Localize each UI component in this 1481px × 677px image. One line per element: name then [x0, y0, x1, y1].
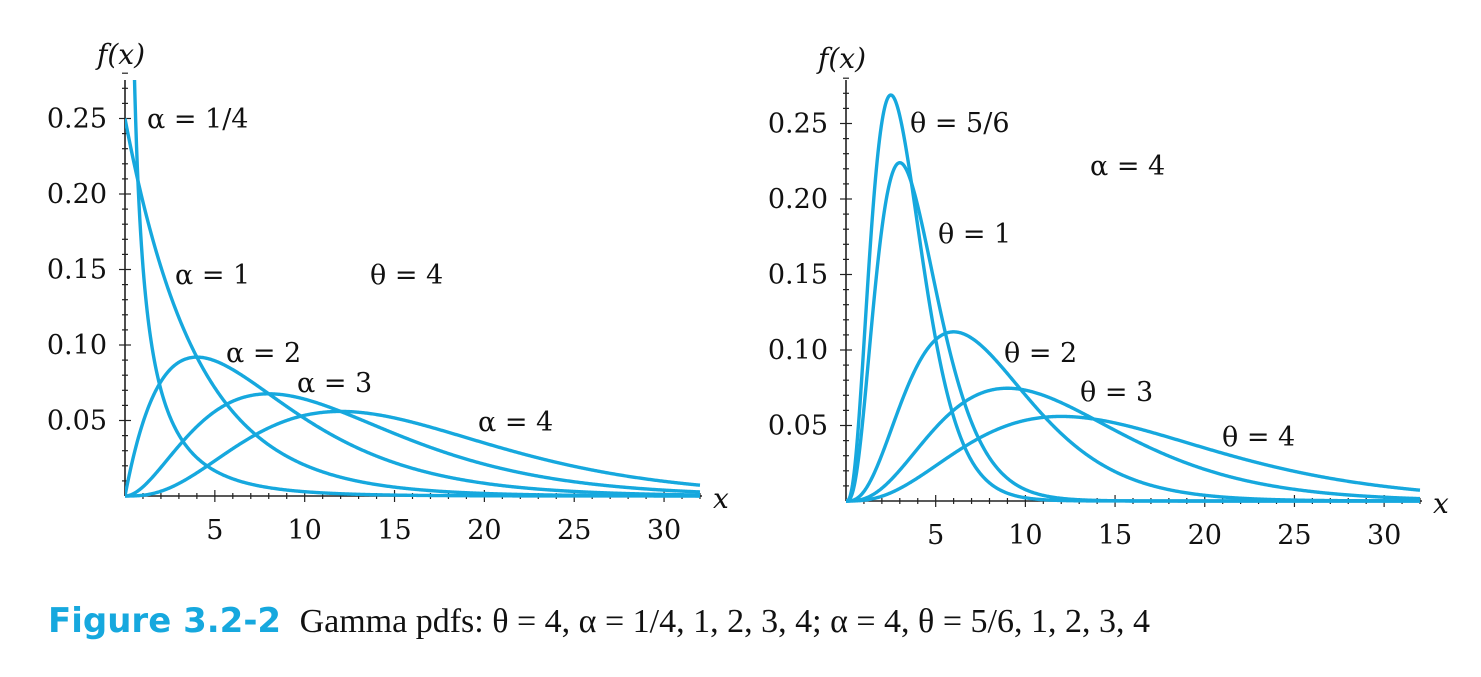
series-label: θ = 2 — [1004, 338, 1077, 369]
x-tick-label: 10 — [288, 515, 322, 546]
x-tick-label: 15 — [377, 515, 411, 546]
series-label: α = 1/4 — [147, 104, 248, 135]
fixed-parameter-label: θ = 4 — [370, 260, 443, 291]
x-tick-label: 25 — [1277, 520, 1311, 551]
series-label: α = 4 — [478, 407, 553, 438]
series-label: α = 3 — [297, 368, 372, 399]
y-tick-label: 0.05 — [47, 406, 107, 437]
series-label: θ = 1 — [938, 219, 1011, 250]
caption-text: Gamma pdfs: θ = 4, α = 1/4, 1, 2, 3, 4; … — [299, 603, 1150, 640]
x-axis-label: x — [713, 482, 729, 515]
x-tick-label: 5 — [206, 515, 223, 546]
y-tick-label: 0.20 — [47, 179, 107, 210]
series-line-3 — [846, 330, 1421, 503]
chart-panel-2: 5 10 15 20 25 30 0.05 0.10 0.15 0.20 0.25 x f(x) θ = … — [768, 42, 1449, 551]
y-axis-label: f(x) — [95, 38, 145, 71]
caption-label: Figure 3.2-2 — [48, 601, 282, 641]
x-axis-label: x — [1433, 487, 1449, 520]
y-tick-label: 0.20 — [768, 184, 828, 215]
gamma-pdf-charts: 5 10 15 20 25 30 0.05 0.10 0.15 0.20 0.25 x f(x) α = … — [47, 38, 1449, 551]
series-line-2 — [846, 161, 1421, 503]
x-tick-label: 25 — [557, 515, 591, 546]
fixed-parameter-label: α = 4 — [1090, 151, 1165, 182]
x-tick-label: 30 — [1367, 520, 1401, 551]
x-tick-label: 20 — [1188, 520, 1222, 551]
x-tick-label: 15 — [1098, 520, 1132, 551]
y-tick-label: 0.15 — [768, 260, 828, 291]
x-tick-label: 30 — [647, 515, 681, 546]
series-line-5 — [846, 414, 1421, 503]
series-line-4 — [125, 392, 701, 498]
series-line-3 — [125, 355, 701, 497]
series-label: θ = 3 — [1080, 377, 1153, 408]
series-line-4 — [846, 386, 1421, 503]
series-line-2 — [125, 118, 701, 498]
x-tick-label: 10 — [1008, 520, 1042, 551]
y-tick-label: 0.05 — [768, 411, 828, 442]
y-tick-label: 0.25 — [47, 104, 107, 135]
y-axis-label: f(x) — [816, 42, 866, 75]
y-tick-label: 0.10 — [768, 335, 828, 366]
y-tick-label: 0.25 — [768, 109, 828, 140]
series-line-5 — [125, 409, 701, 498]
series-label: θ = 4 — [1222, 422, 1295, 453]
chart-panel-1: 5 10 15 20 25 30 0.05 0.10 0.15 0.20 0.25 x f(x) α = … — [47, 38, 729, 546]
x-tick-label: 20 — [467, 515, 501, 546]
figure-caption: Figure 3.2-2 Gamma pdfs: θ = 4, α = 1/4,… — [48, 596, 1468, 646]
series-label: α = 1 — [175, 260, 250, 291]
series-label: θ = 5/6 — [910, 108, 1010, 139]
series-label: α = 2 — [226, 338, 301, 369]
x-tick-label: 5 — [927, 520, 944, 551]
y-tick-label: 0.15 — [47, 255, 107, 286]
y-tick-label: 0.10 — [47, 330, 107, 361]
